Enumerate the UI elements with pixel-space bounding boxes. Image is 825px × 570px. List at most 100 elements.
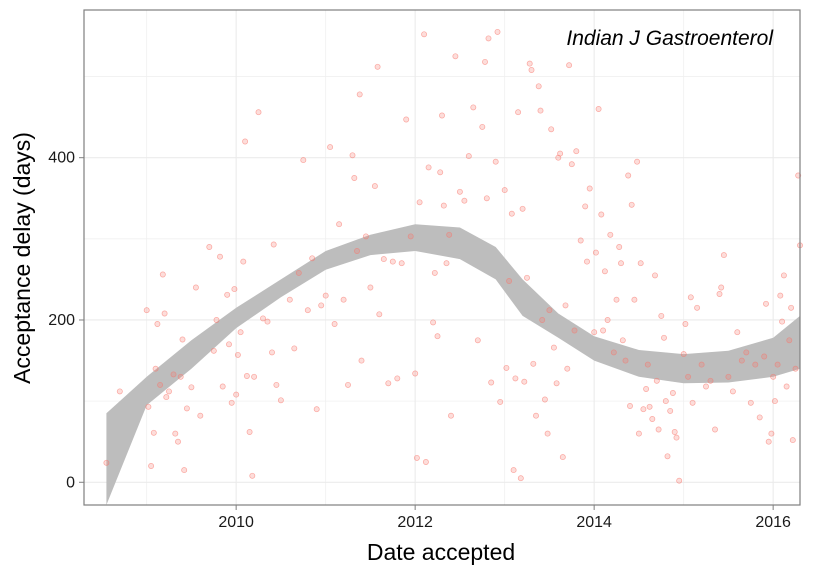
- data-point: [598, 211, 605, 218]
- data-point: [452, 53, 459, 60]
- data-point: [217, 253, 223, 260]
- data-point: [729, 388, 736, 395]
- data-point: [286, 296, 293, 303]
- data-point: [492, 158, 499, 165]
- data-point: [634, 158, 641, 165]
- data-point: [752, 361, 759, 368]
- data-point: [673, 434, 680, 441]
- data-point: [358, 357, 365, 364]
- data-point: [277, 397, 284, 404]
- data-point: [653, 377, 660, 384]
- data-point: [774, 361, 781, 368]
- x-axis: 2010 2012 2014 2016: [218, 505, 791, 531]
- data-point: [592, 249, 599, 256]
- data-point: [779, 318, 786, 325]
- data-point: [610, 349, 617, 356]
- data-point: [163, 394, 170, 401]
- data-point: [300, 157, 307, 164]
- data-point: [635, 430, 642, 437]
- data-point: [689, 399, 696, 406]
- data-point: [712, 426, 718, 433]
- data-point: [528, 67, 535, 73]
- data-point: [512, 375, 519, 382]
- data-point: [682, 321, 689, 327]
- data-point: [783, 383, 790, 390]
- x-tick-label: 2016: [755, 514, 791, 531]
- data-point: [718, 284, 725, 291]
- data-point: [494, 28, 501, 35]
- data-point: [631, 296, 638, 303]
- data-point: [601, 268, 608, 275]
- data-point: [488, 379, 495, 386]
- data-point: [771, 398, 778, 405]
- data-point: [367, 284, 374, 291]
- data-point: [747, 399, 754, 406]
- data-point: [544, 430, 551, 437]
- data-point: [761, 353, 768, 360]
- data-point: [425, 164, 432, 171]
- data-point: [533, 412, 539, 419]
- data-point: [618, 260, 624, 267]
- data-point: [734, 329, 741, 336]
- data-point: [448, 412, 454, 419]
- data-point: [680, 351, 687, 358]
- data-point: [628, 201, 635, 208]
- smooth-confidence-band: [106, 224, 800, 505]
- data-point: [568, 161, 575, 168]
- data-point: [479, 123, 486, 130]
- data-point: [237, 329, 244, 336]
- data-point: [716, 291, 723, 297]
- data-point: [159, 271, 166, 278]
- data-point: [517, 475, 524, 482]
- data-point: [103, 459, 110, 466]
- x-axis-title: Date accepted: [367, 539, 515, 565]
- data-point: [661, 334, 667, 341]
- data-point: [389, 258, 396, 265]
- data-point: [503, 364, 510, 371]
- data-point: [219, 383, 226, 390]
- data-point: [322, 292, 329, 299]
- data-point: [644, 361, 651, 368]
- y-tick-label: 400: [48, 150, 75, 167]
- data-point: [789, 437, 796, 444]
- journal-annotation: Indian J Gastroenterol: [566, 27, 774, 50]
- data-point: [175, 438, 181, 445]
- data-point: [351, 175, 358, 181]
- data-point: [566, 62, 573, 69]
- data-point: [385, 380, 392, 387]
- data-point: [519, 205, 526, 212]
- data-point: [291, 345, 298, 352]
- data-point: [371, 183, 378, 190]
- data-point: [179, 336, 186, 343]
- data-point: [649, 416, 656, 422]
- data-point: [313, 406, 320, 413]
- data-point: [446, 231, 453, 238]
- data-point: [224, 291, 231, 298]
- data-point: [703, 383, 709, 390]
- data-point: [508, 210, 515, 217]
- data-point: [270, 241, 277, 248]
- data-point: [260, 315, 266, 322]
- data-point: [192, 284, 199, 291]
- data-point: [643, 386, 650, 392]
- data-point: [416, 199, 423, 206]
- data-point: [407, 233, 414, 240]
- data-point: [226, 341, 232, 348]
- data-point: [465, 153, 472, 160]
- data-point: [398, 260, 405, 267]
- data-point: [582, 203, 589, 210]
- data-point: [550, 344, 557, 351]
- data-point: [671, 429, 678, 435]
- data-point: [535, 83, 542, 90]
- data-point: [172, 430, 179, 437]
- data-point: [148, 463, 155, 469]
- data-point: [318, 302, 325, 309]
- data-point: [157, 381, 164, 388]
- data-point: [443, 260, 450, 267]
- data-point: [553, 380, 560, 387]
- data-point: [559, 454, 566, 461]
- data-point: [403, 116, 410, 123]
- data-point: [557, 150, 564, 157]
- data-point: [662, 398, 669, 405]
